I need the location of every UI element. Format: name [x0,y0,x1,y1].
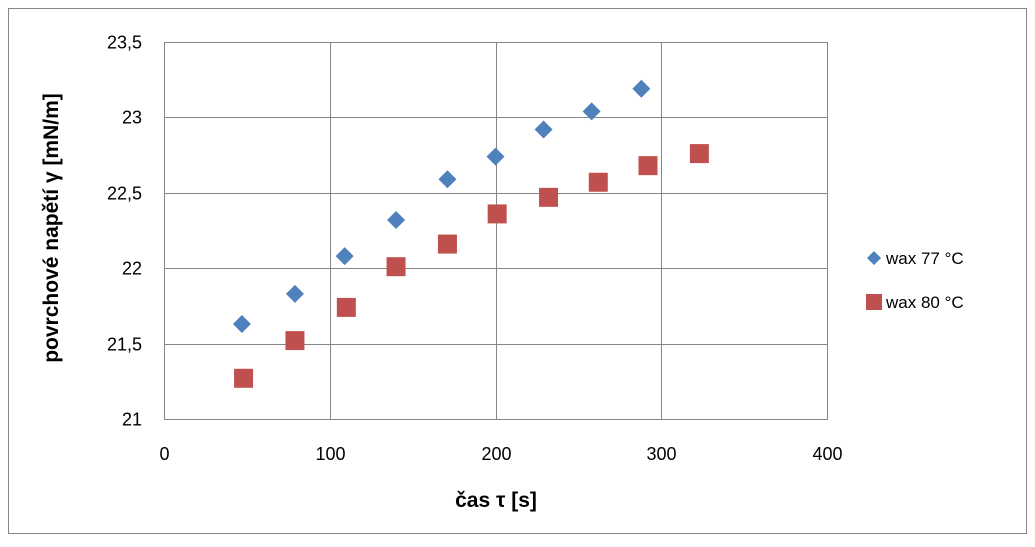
data-points [232,79,709,388]
data-point [486,147,505,166]
y-tick-label: 23,5 [107,33,142,53]
y-tick-label: 21 [122,410,142,430]
data-point [232,314,251,333]
data-point [285,331,305,351]
legend-marker [867,251,881,265]
legend-item: wax 80 °C [866,293,964,312]
x-tick-label: 300 [646,444,676,464]
data-point [588,172,608,192]
y-tick-label: 23 [122,108,142,128]
x-axis-ticks: 0 100 200 300 400 [159,444,842,464]
data-point [582,102,601,121]
legend: wax 77 °C wax 80 °C [866,249,964,312]
legend-label: wax 77 °C [885,249,964,268]
chart-border [8,8,1027,534]
plot-area [164,42,828,420]
data-point [387,210,406,229]
data-point [534,120,553,139]
x-tick-label: 400 [812,444,842,464]
data-point [539,187,559,207]
x-tick-label: 200 [481,444,511,464]
legend-item: wax 77 °C [867,249,964,268]
legend-marker [866,294,882,310]
data-point [438,170,457,189]
data-point [336,297,356,317]
data-point [335,247,354,266]
legend-label: wax 80 °C [885,293,964,312]
y-axis-title: povrchové napětí γ [mN/m] [40,93,63,363]
y-tick-label: 22,5 [107,184,142,204]
data-point [638,156,658,176]
data-point [386,257,406,277]
y-axis-ticks: 21 21,5 22 22,5 23 23,5 [107,33,142,430]
series-1 [232,79,651,333]
x-axis-title: čas τ [s] [455,489,537,512]
data-point [285,284,304,303]
y-tick-label: 22 [122,259,142,279]
x-tick-label: 0 [159,444,169,464]
data-point [437,234,457,254]
data-point [632,79,651,98]
y-tick-label: 21,5 [107,335,142,355]
data-point [487,204,507,224]
series-2 [234,144,709,388]
x-tick-label: 100 [315,444,345,464]
data-point [234,368,254,388]
data-point [689,144,709,164]
